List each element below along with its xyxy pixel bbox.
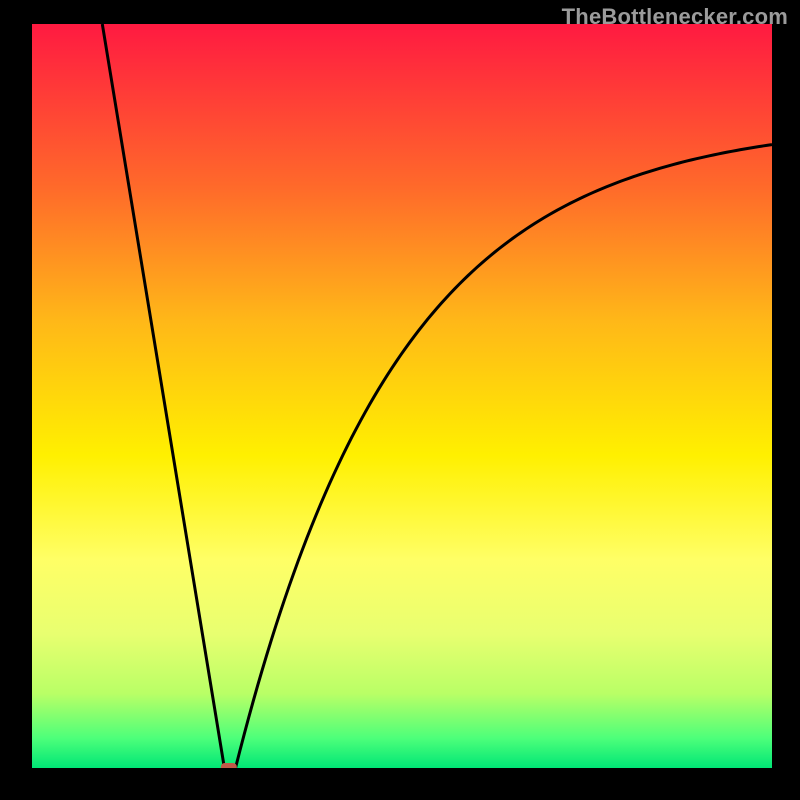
dip-marker — [221, 763, 237, 768]
watermark-text: TheBottlenecker.com — [562, 4, 788, 30]
plot-area — [32, 24, 772, 768]
curve-layer — [32, 24, 772, 768]
chart-root: TheBottlenecker.com — [0, 0, 800, 800]
bottleneck-curve — [102, 24, 772, 768]
